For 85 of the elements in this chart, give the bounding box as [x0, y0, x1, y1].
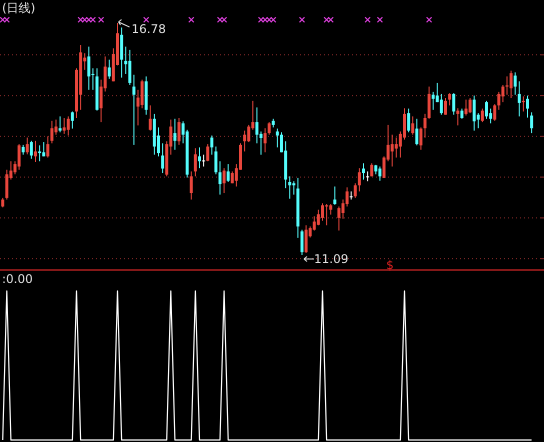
- candlestick: [337, 206, 340, 232]
- candlestick: [411, 116, 414, 136]
- candlestick: [30, 140, 33, 160]
- candlestick: [366, 170, 370, 182]
- candlestick: [108, 59, 111, 80]
- candlestick: [452, 92, 456, 116]
- candlestick: [26, 137, 29, 155]
- candlestick: [374, 164, 378, 175]
- candlestick: [292, 180, 296, 196]
- candlestick: [66, 116, 70, 136]
- candlestick: [472, 95, 476, 132]
- candlestick: [460, 108, 464, 120]
- candlestick: [485, 100, 488, 120]
- candlestick: [198, 146, 201, 169]
- candlestick: [526, 95, 529, 118]
- candlestick: [468, 98, 472, 114]
- candlestick: [268, 122, 271, 136]
- candlestick: [226, 164, 230, 183]
- candlestick: [448, 92, 452, 106]
- candlestick: [419, 126, 422, 150]
- candlestick: [62, 118, 66, 134]
- candlestick: [132, 74, 136, 146]
- candlestick: [444, 98, 447, 116]
- candlestick: [440, 93, 443, 116]
- candlestick: [128, 49, 132, 86]
- candlestick: [264, 128, 267, 153]
- candlestick: [190, 170, 193, 200]
- candlestick: [5, 169, 8, 200]
- candlestick: [378, 166, 382, 182]
- candlestick: [173, 118, 176, 150]
- candlestick: [333, 186, 336, 206]
- candlestick: [501, 84, 504, 103]
- candlestick: [58, 116, 62, 133]
- candlestick: [300, 229, 304, 256]
- candlestick: [178, 118, 180, 146]
- candlestick: [394, 137, 398, 158]
- candlestick: [70, 110, 74, 130]
- candlestick: [18, 144, 21, 170]
- candlestick: [87, 46, 90, 90]
- text: $: [386, 258, 394, 272]
- candlestick: [464, 99, 468, 116]
- candlestick: [38, 144, 42, 162]
- candlestick: [415, 118, 418, 146]
- candlestick: [358, 168, 361, 192]
- candlestick: [514, 72, 517, 96]
- candlestick: [247, 124, 250, 143]
- candlestick: [407, 108, 410, 133]
- candlestick: [362, 162, 365, 180]
- candlestick: [518, 80, 521, 117]
- candlestick: [148, 104, 152, 132]
- candlestick: [316, 209, 320, 226]
- candlestick: [42, 142, 46, 157]
- candlestick: [456, 108, 460, 126]
- candlestick: [432, 91, 435, 110]
- annotation: 16.78: [132, 22, 166, 36]
- candlestick: [140, 79, 144, 109]
- candlestick: [222, 168, 226, 194]
- candlestick: [22, 144, 25, 156]
- annotation: 11.09: [314, 252, 348, 266]
- candlestick: [1, 197, 4, 208]
- candlestick: [243, 130, 246, 152]
- candlestick: [206, 144, 210, 162]
- candlestick: [202, 154, 206, 168]
- chart-title: (日线): [2, 1, 36, 15]
- candlestick: [510, 70, 513, 99]
- candlestick: [493, 104, 496, 122]
- candlestick: [34, 140, 37, 163]
- candlestick: [50, 120, 54, 144]
- candlestick: [424, 113, 426, 138]
- candlestick: [288, 176, 292, 200]
- candlestick: [530, 112, 534, 134]
- candlestick: [480, 108, 484, 123]
- candlestick: [161, 142, 164, 174]
- candlestick: [218, 160, 222, 196]
- candlestick: [46, 136, 50, 158]
- candlestick: [210, 135, 214, 156]
- candlestick: [214, 146, 218, 175]
- candlestick: [354, 182, 357, 198]
- chart-title: :0.00: [2, 272, 33, 286]
- candlestick: [194, 148, 197, 177]
- candlestick: [321, 202, 324, 222]
- candlestick: [255, 106, 258, 144]
- candlestick: [304, 224, 308, 254]
- candlestick: [390, 134, 394, 168]
- candlestick: [370, 162, 374, 177]
